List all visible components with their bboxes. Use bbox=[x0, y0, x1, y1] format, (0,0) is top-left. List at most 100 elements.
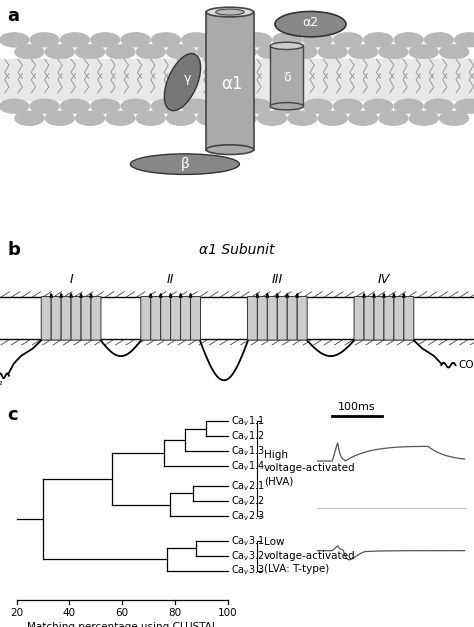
Text: Ca$_v$1.4: Ca$_v$1.4 bbox=[231, 459, 265, 473]
Text: Ca$_v$1.2: Ca$_v$1.2 bbox=[231, 429, 264, 443]
Text: 100ms: 100ms bbox=[338, 403, 375, 412]
FancyBboxPatch shape bbox=[51, 297, 61, 340]
Bar bbox=[0, 59, 474, 100]
FancyBboxPatch shape bbox=[364, 297, 374, 340]
Ellipse shape bbox=[130, 154, 239, 174]
Circle shape bbox=[393, 98, 424, 114]
Circle shape bbox=[287, 110, 318, 126]
Circle shape bbox=[454, 98, 474, 114]
Text: COOH: COOH bbox=[458, 360, 474, 370]
Ellipse shape bbox=[270, 103, 303, 110]
Circle shape bbox=[348, 110, 378, 126]
Text: II: II bbox=[167, 273, 174, 286]
Circle shape bbox=[287, 44, 318, 60]
FancyBboxPatch shape bbox=[247, 297, 257, 340]
Circle shape bbox=[378, 44, 409, 60]
Circle shape bbox=[120, 98, 151, 114]
Circle shape bbox=[105, 110, 136, 126]
FancyBboxPatch shape bbox=[151, 297, 161, 340]
Circle shape bbox=[136, 110, 166, 126]
Text: Low
voltage-activated
(LVA: T-type): Low voltage-activated (LVA: T-type) bbox=[264, 537, 356, 574]
Text: α1 Subunit: α1 Subunit bbox=[199, 243, 275, 257]
FancyBboxPatch shape bbox=[267, 297, 277, 340]
Text: δ: δ bbox=[283, 71, 291, 84]
FancyBboxPatch shape bbox=[141, 297, 151, 340]
Circle shape bbox=[166, 110, 196, 126]
Ellipse shape bbox=[216, 9, 244, 15]
Ellipse shape bbox=[206, 145, 254, 154]
FancyBboxPatch shape bbox=[71, 297, 81, 340]
Text: Ca$_v$1.3: Ca$_v$1.3 bbox=[231, 444, 265, 458]
Circle shape bbox=[454, 32, 474, 48]
Circle shape bbox=[196, 110, 227, 126]
Bar bbox=[206, 12, 254, 150]
Circle shape bbox=[60, 32, 90, 48]
Circle shape bbox=[227, 110, 257, 126]
Text: c: c bbox=[7, 406, 18, 424]
FancyBboxPatch shape bbox=[257, 297, 267, 340]
Circle shape bbox=[90, 98, 120, 114]
Text: I: I bbox=[69, 273, 73, 286]
Ellipse shape bbox=[164, 53, 201, 110]
Circle shape bbox=[393, 32, 424, 48]
Circle shape bbox=[439, 110, 469, 126]
Circle shape bbox=[242, 32, 272, 48]
Text: a: a bbox=[7, 8, 19, 25]
Circle shape bbox=[14, 44, 45, 60]
FancyBboxPatch shape bbox=[81, 297, 91, 340]
Circle shape bbox=[0, 32, 29, 48]
Circle shape bbox=[0, 98, 29, 114]
FancyBboxPatch shape bbox=[277, 297, 287, 340]
Circle shape bbox=[272, 98, 302, 114]
Circle shape bbox=[257, 44, 287, 60]
Text: 40: 40 bbox=[63, 608, 76, 618]
FancyBboxPatch shape bbox=[181, 297, 191, 340]
Circle shape bbox=[45, 110, 75, 126]
Circle shape bbox=[151, 32, 181, 48]
Circle shape bbox=[439, 44, 469, 60]
FancyBboxPatch shape bbox=[374, 297, 384, 340]
Circle shape bbox=[272, 32, 302, 48]
Circle shape bbox=[75, 44, 105, 60]
Circle shape bbox=[75, 110, 105, 126]
Text: Ca$_v$2.2: Ca$_v$2.2 bbox=[231, 494, 264, 508]
Circle shape bbox=[378, 110, 409, 126]
FancyBboxPatch shape bbox=[61, 297, 71, 340]
Circle shape bbox=[181, 32, 211, 48]
FancyBboxPatch shape bbox=[171, 297, 181, 340]
Text: Ca$_v$2.3: Ca$_v$2.3 bbox=[231, 509, 265, 523]
Text: 20: 20 bbox=[10, 608, 23, 618]
Circle shape bbox=[90, 32, 120, 48]
Circle shape bbox=[409, 110, 439, 126]
Circle shape bbox=[105, 44, 136, 60]
FancyBboxPatch shape bbox=[91, 297, 101, 340]
Text: Matching percentage using CLUSTAL: Matching percentage using CLUSTAL bbox=[27, 622, 218, 627]
Circle shape bbox=[424, 98, 454, 114]
FancyBboxPatch shape bbox=[297, 297, 307, 340]
Circle shape bbox=[29, 98, 60, 114]
Circle shape bbox=[151, 98, 181, 114]
FancyBboxPatch shape bbox=[161, 297, 171, 340]
FancyBboxPatch shape bbox=[394, 297, 404, 340]
FancyBboxPatch shape bbox=[41, 297, 51, 340]
Text: 100: 100 bbox=[218, 608, 237, 618]
Circle shape bbox=[424, 32, 454, 48]
Bar bbox=[0, 297, 474, 339]
Text: β: β bbox=[181, 157, 189, 171]
Bar bbox=[270, 46, 303, 106]
Circle shape bbox=[363, 98, 393, 114]
Circle shape bbox=[348, 44, 378, 60]
Circle shape bbox=[14, 110, 45, 126]
FancyBboxPatch shape bbox=[191, 297, 201, 340]
Circle shape bbox=[302, 32, 333, 48]
FancyBboxPatch shape bbox=[287, 297, 297, 340]
Text: γ: γ bbox=[183, 72, 191, 85]
Circle shape bbox=[318, 110, 348, 126]
FancyBboxPatch shape bbox=[404, 297, 414, 340]
Text: III: III bbox=[272, 273, 283, 286]
Circle shape bbox=[363, 32, 393, 48]
Text: Ca$_v$1.1: Ca$_v$1.1 bbox=[231, 414, 264, 428]
Circle shape bbox=[211, 32, 242, 48]
Circle shape bbox=[60, 98, 90, 114]
Text: Ca$_v$3.2: Ca$_v$3.2 bbox=[231, 549, 264, 562]
